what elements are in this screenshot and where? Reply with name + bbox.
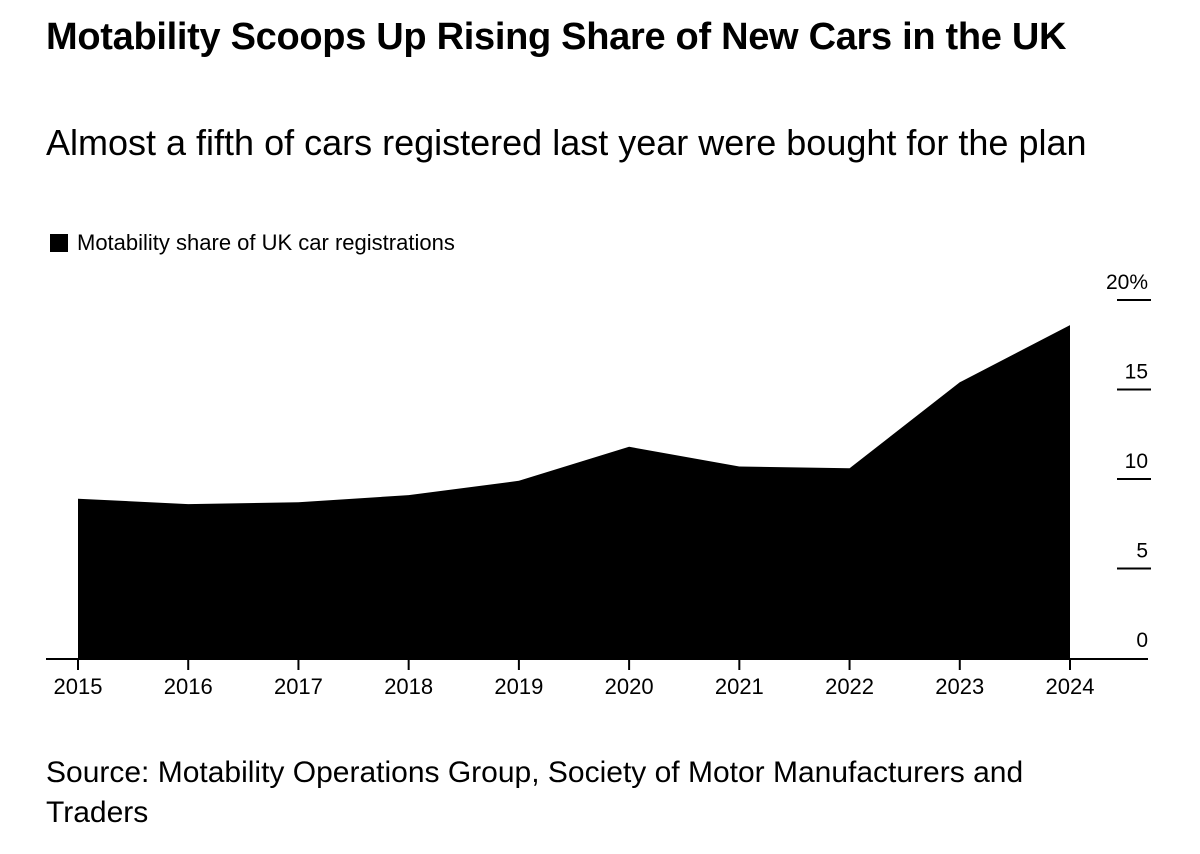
legend: Motability share of UK car registrations: [50, 230, 455, 256]
x-tick-label: 2024: [1046, 674, 1095, 699]
x-axis: 2015 2016 2017 2018 2019 2020 2021 2022 2023 2024: [54, 658, 1095, 699]
chart-subtitle: Almost a fifth of cars registered last y…: [46, 122, 1087, 163]
y-tick-label: 10: [1125, 450, 1148, 473]
x-tick-label: 2015: [54, 674, 103, 699]
x-tick-label: 2023: [935, 674, 984, 699]
chart-title: Motability Scoops Up Rising Share of New…: [46, 16, 1067, 58]
x-tick-label: 2017: [274, 674, 323, 699]
legend-label: Motability share of UK car registrations: [77, 230, 455, 255]
x-tick-label: 2019: [494, 674, 543, 699]
y-tick-label: 0: [1136, 629, 1148, 652]
y-tick-label: 15: [1125, 361, 1148, 384]
y-tick-label: 20%: [1106, 271, 1148, 294]
y-axis: 0 5 10 15 20%: [1106, 271, 1151, 652]
x-tick-label: 2021: [715, 674, 764, 699]
source-note: Source: Motability Operations Group, Soc…: [46, 756, 1024, 829]
area-series: [78, 325, 1070, 658]
y-tick-label: 5: [1136, 540, 1148, 563]
x-tick-label: 2022: [825, 674, 874, 699]
legend-swatch: [50, 234, 68, 252]
x-tick-label: 2020: [605, 674, 654, 699]
x-tick-label: 2016: [164, 674, 213, 699]
x-tick-label: 2018: [384, 674, 433, 699]
